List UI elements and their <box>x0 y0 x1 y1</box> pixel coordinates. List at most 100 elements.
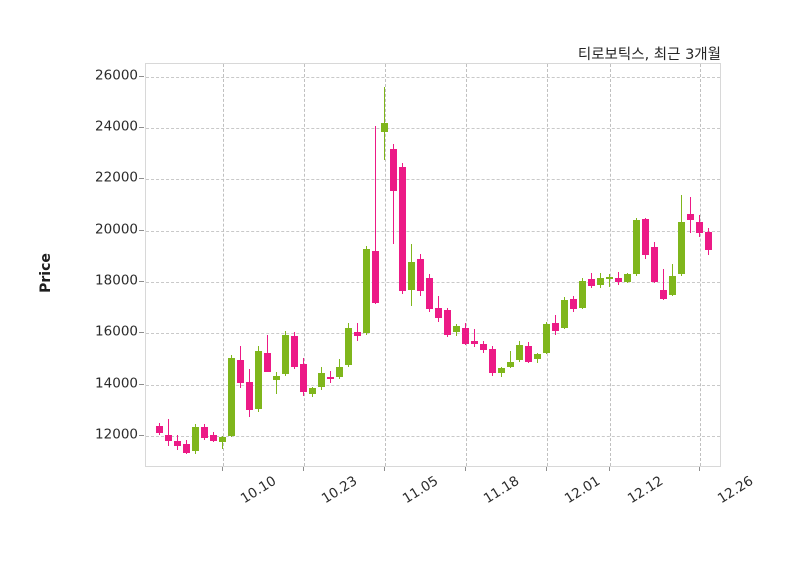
candle-body <box>173 441 181 447</box>
x-tick-mark <box>383 467 385 471</box>
candle-body <box>488 348 496 374</box>
candle-body <box>407 261 415 290</box>
candle-body <box>209 434 217 442</box>
candle-body <box>614 278 622 283</box>
candle-body <box>434 307 442 318</box>
gridline-y-12000 <box>146 435 720 437</box>
candle-body <box>416 258 424 291</box>
gridline-x-12.01 <box>546 64 548 466</box>
candle-body <box>155 425 163 434</box>
gridline-x-12.26 <box>699 64 701 466</box>
x-axis-tick-labels: 10.10 10.23 11.05 11.18 12.01 12.12 12.26 <box>145 467 756 527</box>
candle-wick <box>329 370 332 384</box>
candle-body <box>587 279 595 286</box>
candle-body <box>308 388 316 394</box>
candle-body <box>389 148 397 191</box>
candle-body <box>182 443 190 453</box>
gridline-x-11.05 <box>384 64 386 466</box>
candle-wick <box>374 125 377 304</box>
x-tick-mark <box>698 467 700 471</box>
x-tick-label: 12.01 <box>561 473 603 508</box>
candle-body <box>524 346 532 362</box>
y-tick-label: 16000 <box>95 323 138 340</box>
gridline-x-12.12 <box>609 64 611 466</box>
candle-wick <box>167 419 170 447</box>
candle-wick <box>275 371 278 394</box>
candle-body <box>506 361 514 367</box>
y-tick-label: 22000 <box>95 169 138 186</box>
candle-body <box>461 328 469 344</box>
candle-body <box>236 360 244 384</box>
candle-body <box>290 335 298 367</box>
x-tick-mark <box>302 467 304 471</box>
candle-body <box>362 248 370 334</box>
candle-body <box>425 278 433 309</box>
candle-body <box>623 274 631 283</box>
gridline-y-26000 <box>146 76 720 78</box>
x-tick-mark <box>545 467 547 471</box>
candle-body <box>452 325 460 333</box>
y-tick-label: 24000 <box>95 118 138 135</box>
y-tick-mark <box>139 75 144 77</box>
candle-body <box>398 166 406 291</box>
y-tick-label: 26000 <box>95 67 138 84</box>
candle-body <box>641 219 649 256</box>
x-tick-mark <box>221 467 223 471</box>
candle-wick <box>473 329 476 348</box>
candle-body <box>542 324 550 353</box>
y-tick-mark <box>139 229 144 231</box>
candle-body <box>704 232 712 250</box>
y-axis-tick-labels: 12000 14000 16000 18000 20000 22000 24000 26000 <box>62 63 138 467</box>
x-tick-label: 10.23 <box>318 473 360 508</box>
candle-body <box>533 353 541 359</box>
candle-body <box>479 343 487 350</box>
gridline-x-11.18 <box>465 64 467 466</box>
x-tick-mark <box>464 467 466 471</box>
y-tick-label: 14000 <box>95 374 138 391</box>
candle-body <box>281 334 289 375</box>
gridline-y-24000 <box>146 128 720 130</box>
candle-body <box>677 221 685 275</box>
candle-body <box>353 332 361 336</box>
candle-body <box>470 341 478 344</box>
candle-body <box>632 220 640 275</box>
plot-area <box>145 63 721 467</box>
x-tick-label: 11.05 <box>399 473 441 508</box>
candle-body <box>650 247 658 283</box>
candle-body <box>227 357 235 436</box>
candle-body <box>578 280 586 308</box>
x-tick-label: 10.10 <box>237 473 279 508</box>
candle-body <box>263 352 271 372</box>
candle-body <box>200 426 208 439</box>
candle-body <box>443 310 451 335</box>
y-tick-mark <box>139 383 144 385</box>
candle-body <box>299 364 307 393</box>
y-tick-mark <box>139 281 144 283</box>
candle-body <box>326 376 334 379</box>
candle-body <box>659 289 667 299</box>
candle-body <box>551 323 559 331</box>
y-tick-label: 18000 <box>95 272 138 289</box>
x-tick-label: 12.12 <box>624 473 666 508</box>
candle-body <box>596 278 604 285</box>
candle-body <box>218 437 226 443</box>
x-tick-label: 11.18 <box>480 473 522 508</box>
candle-wick <box>608 274 611 288</box>
candle-body <box>515 344 523 361</box>
candle-body <box>344 328 352 366</box>
candle-body <box>695 221 703 234</box>
gridline-y-14000 <box>146 384 720 386</box>
x-tick-mark <box>608 467 610 471</box>
candle-body <box>497 367 505 374</box>
gridline-x-10.10 <box>222 64 224 466</box>
candle-wick <box>356 323 359 342</box>
candle-body <box>371 251 379 303</box>
candle-body <box>164 434 172 442</box>
candle-body <box>560 299 568 329</box>
candle-body <box>335 366 343 377</box>
gridline-y-18000 <box>146 282 720 284</box>
y-tick-mark <box>139 127 144 129</box>
candle-body <box>380 122 388 132</box>
y-tick-label: 12000 <box>95 426 138 443</box>
candle-body <box>191 426 199 452</box>
